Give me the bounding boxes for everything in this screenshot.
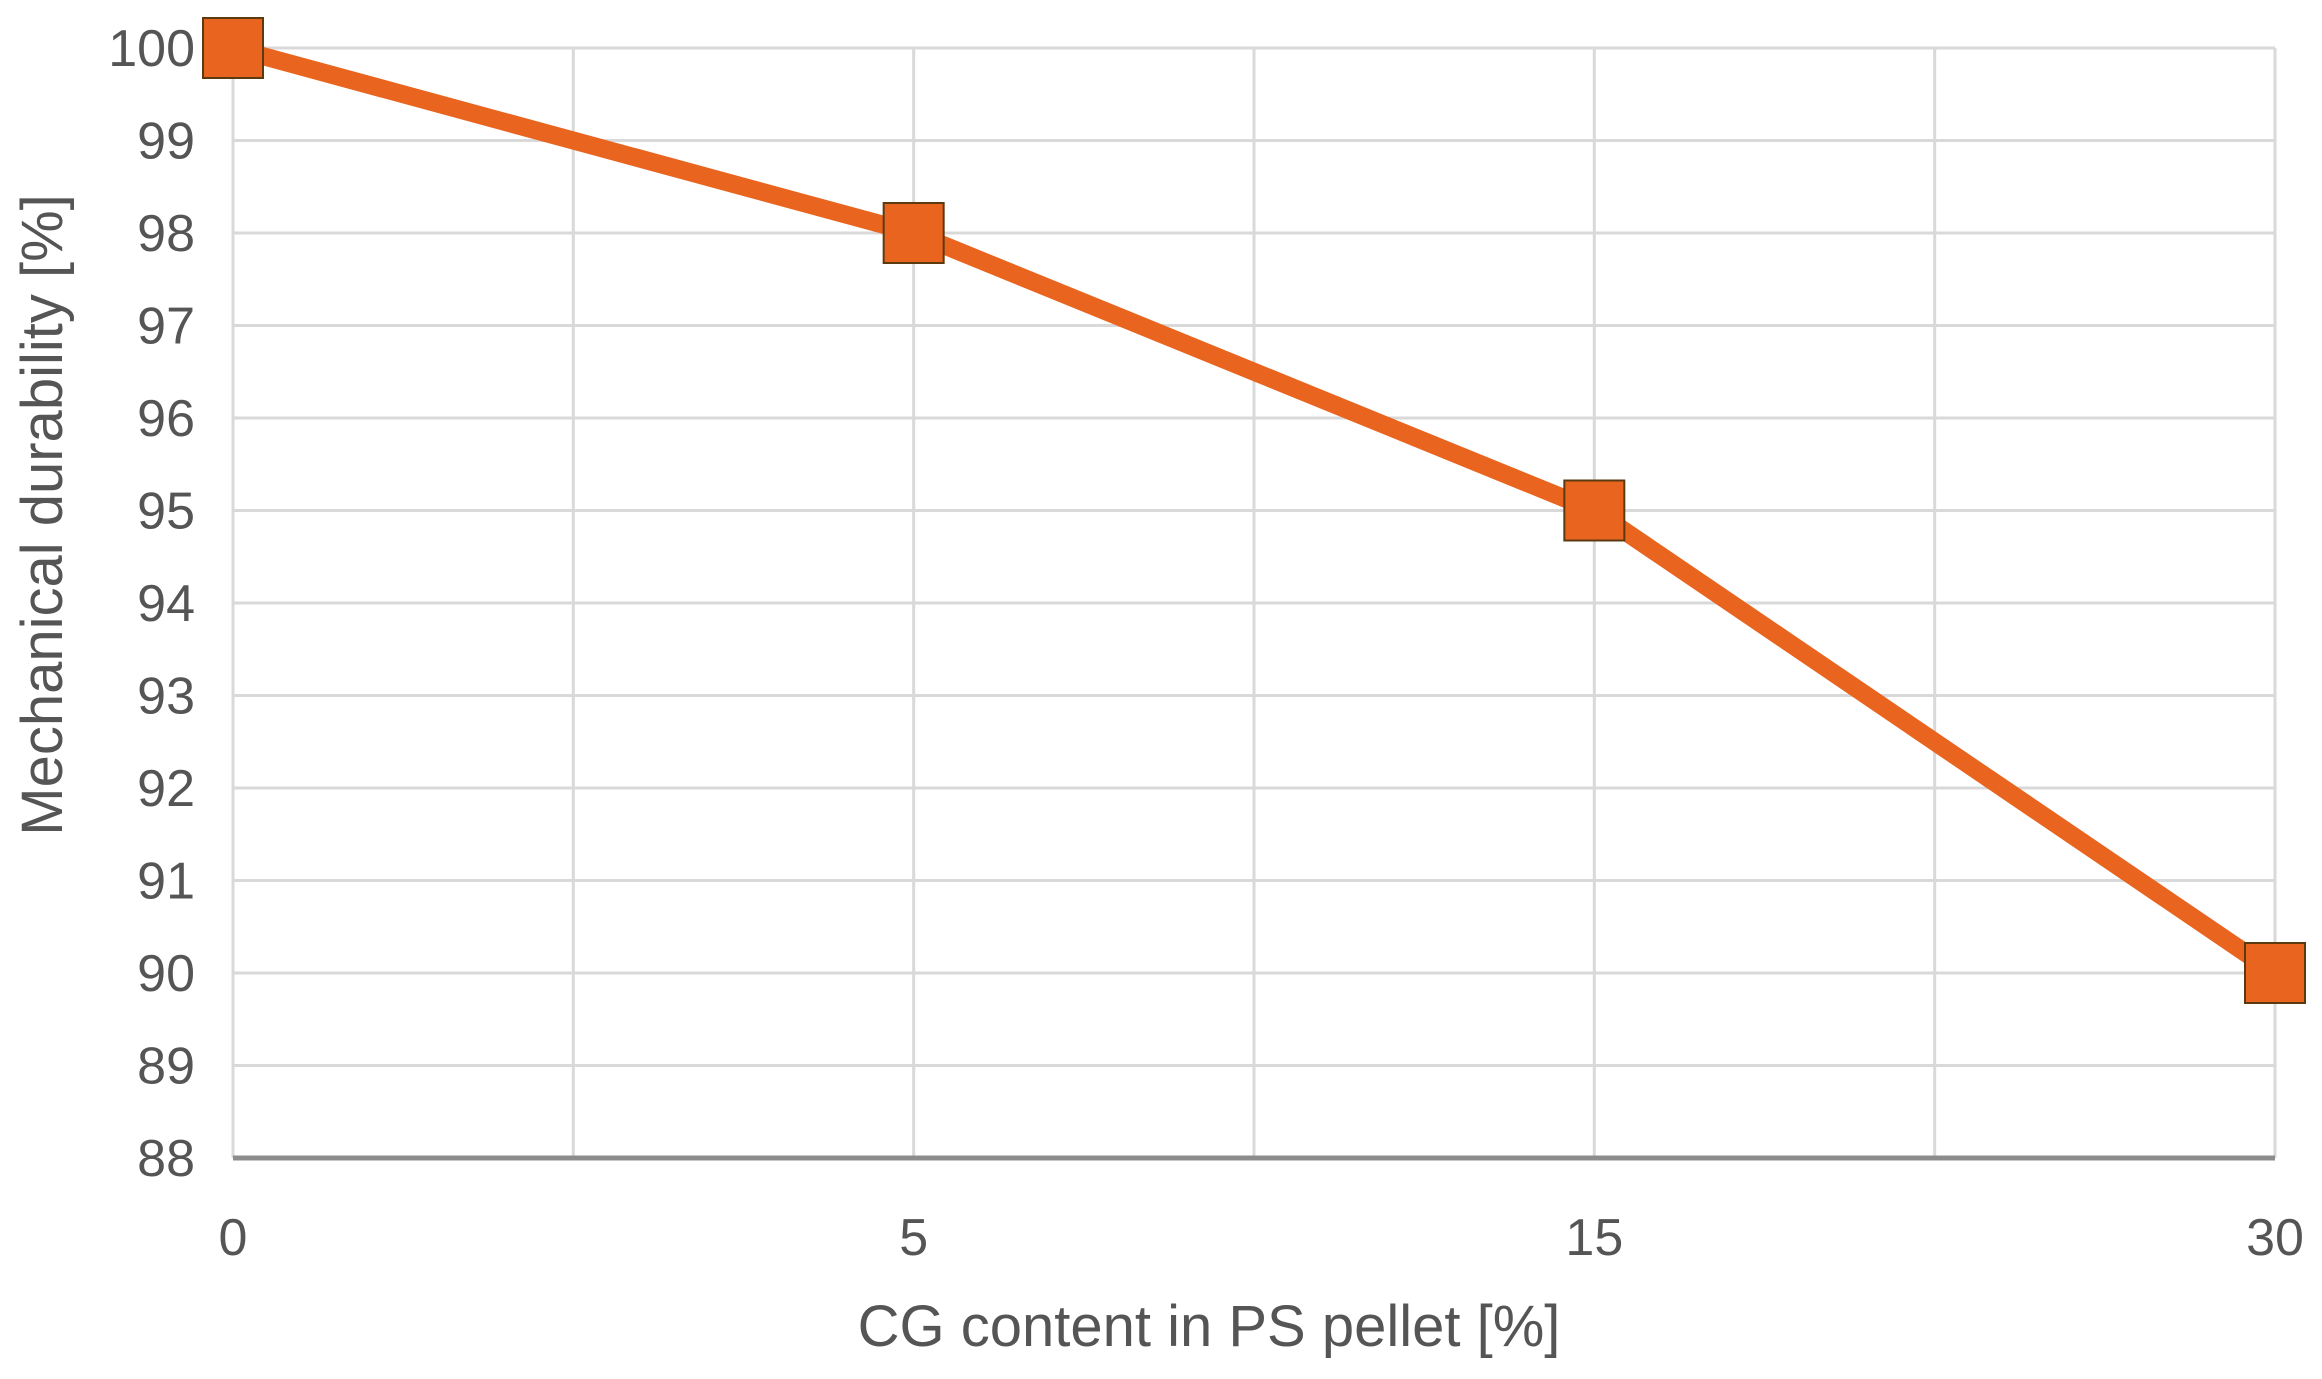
y-tick-label: 88	[137, 1130, 195, 1188]
y-tick-label: 93	[137, 668, 195, 726]
data-point-marker	[1563, 479, 1626, 542]
x-tick-label: 0	[219, 1209, 248, 1267]
y-tick-label: 95	[137, 483, 195, 541]
series-line	[224, 39, 2284, 982]
y-tick-label: 100	[108, 20, 195, 78]
y-tick-label: 94	[137, 575, 195, 633]
y-tick-label: 97	[137, 298, 195, 356]
series-layer	[202, 17, 2306, 1004]
x-axis-title: CG content in PS pellet [%]	[858, 1294, 1561, 1359]
data-point-marker	[2244, 942, 2306, 1004]
x-tick-label: 5	[899, 1209, 928, 1267]
y-tick-label: 89	[137, 1038, 195, 1096]
y-axis-title: Mechanical durability [%]	[10, 194, 75, 836]
y-tick-label: 96	[137, 390, 195, 448]
y-tick-label: 92	[137, 760, 195, 818]
y-tick-label: 99	[137, 113, 195, 171]
y-tick-label: 90	[137, 945, 195, 1003]
y-tick-label: 98	[137, 205, 195, 263]
gridlines	[231, 46, 2277, 1158]
data-point-marker	[882, 202, 945, 264]
tick-labels: 88 89 90 91 92 93 94 95 96 97 98 99 100 0 5 15 30	[108, 20, 2304, 1267]
x-tick-label: 30	[2246, 1209, 2304, 1267]
data-point-marker	[202, 17, 264, 79]
x-tick-label: 15	[1565, 1209, 1623, 1267]
y-tick-label: 91	[137, 853, 195, 911]
